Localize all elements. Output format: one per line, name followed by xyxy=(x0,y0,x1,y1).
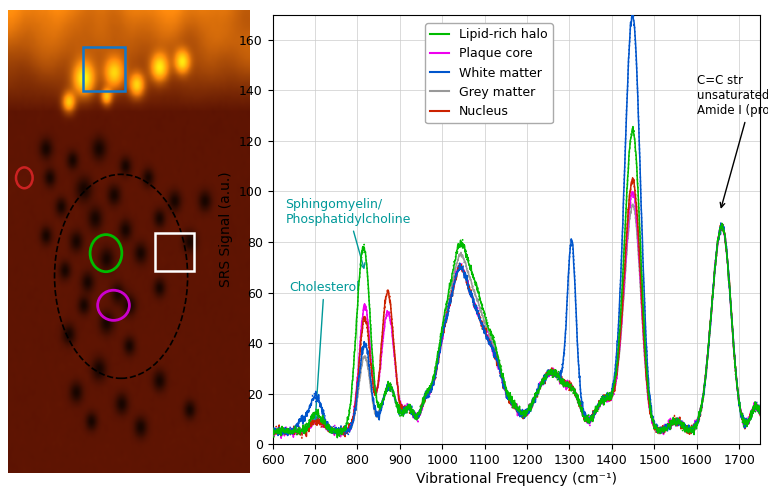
Bar xyxy=(155,233,194,270)
Text: Cholesterol: Cholesterol xyxy=(289,281,359,420)
Y-axis label: SRS Signal (a.u.): SRS Signal (a.u.) xyxy=(220,172,233,287)
Bar xyxy=(83,47,125,91)
Text: Sphingomyelin/
Phosphatidylcholine: Sphingomyelin/ Phosphatidylcholine xyxy=(286,198,411,268)
X-axis label: Vibrational Frequency (cm⁻¹): Vibrational Frequency (cm⁻¹) xyxy=(416,472,617,487)
Text: C=C str
unsaturated lipids;
Amide I (proteins): C=C str unsaturated lipids; Amide I (pro… xyxy=(697,74,768,207)
Legend: Lipid-rich halo, Plaque core, White matter, Grey matter, Nucleus: Lipid-rich halo, Plaque core, White matt… xyxy=(425,23,552,123)
